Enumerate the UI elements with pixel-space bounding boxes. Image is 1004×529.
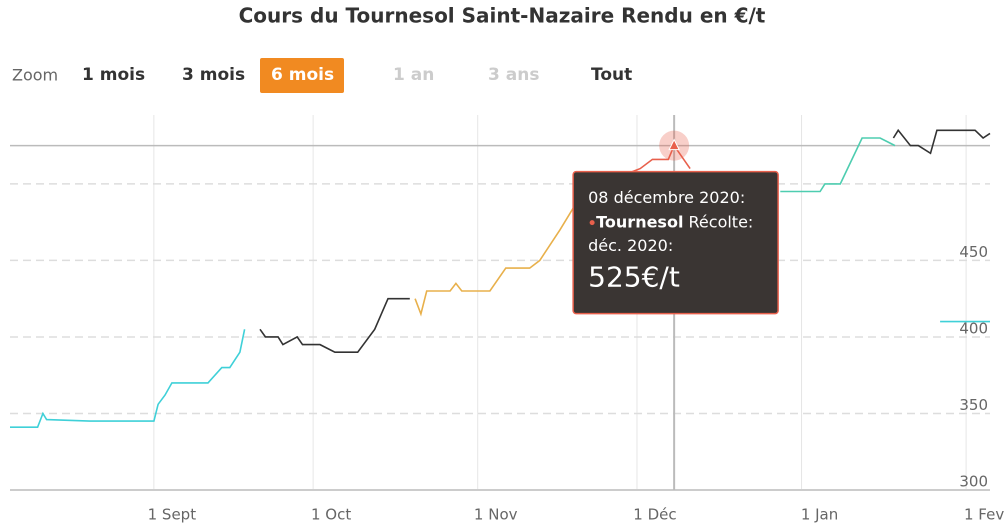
zoom-button-label: 1 an bbox=[393, 65, 434, 85]
tooltip-date: 08 décembre 2020: bbox=[588, 188, 745, 207]
zoom-button-bg bbox=[260, 58, 344, 93]
zoom-button[interactable]: Tout bbox=[591, 65, 632, 85]
x-tick-label: 1 Jan bbox=[801, 506, 838, 524]
chart-title: Cours du Tournesol Saint-Nazaire Rendu e… bbox=[239, 4, 766, 28]
x-tick-label: 1 Déc bbox=[633, 506, 676, 524]
hover-marker bbox=[668, 138, 680, 151]
x-tick-label: 1 Fev bbox=[964, 506, 1004, 524]
y-tick-label: 300 bbox=[959, 473, 988, 491]
zoom-button[interactable]: 1 mois bbox=[82, 65, 145, 85]
line-series bbox=[780, 137, 896, 193]
y-tick-label: 450 bbox=[959, 243, 988, 261]
tooltip-harvest: déc. 2020: bbox=[588, 236, 673, 255]
tooltip-box bbox=[572, 170, 779, 315]
tooltip-value: 525€/t bbox=[588, 261, 680, 294]
line-series bbox=[892, 128, 991, 155]
zoom-button-label: Tout bbox=[591, 65, 632, 85]
line-series bbox=[259, 297, 410, 353]
tooltip-series-line: Tournesol Récolte: bbox=[596, 212, 753, 231]
y-tick-label: 350 bbox=[959, 396, 988, 414]
y-tick-label: 400 bbox=[959, 319, 988, 337]
tooltip: 08 décembre 2020: Tournesol Récolte: déc. … bbox=[572, 170, 779, 315]
x-tick-label: 1 Sept bbox=[148, 506, 197, 524]
x-tick-label: 1 Oct bbox=[311, 506, 351, 524]
zoom-button: 1 an bbox=[393, 65, 434, 85]
zoom-button[interactable]: 3 mois bbox=[182, 65, 245, 85]
zoom-button-label: 3 mois bbox=[182, 65, 245, 85]
line-series bbox=[414, 204, 576, 317]
zoom-label: Zoom bbox=[12, 66, 58, 85]
line-series bbox=[10, 329, 246, 428]
tooltip-series: Tournesol bbox=[596, 212, 683, 231]
zoom-button: 3 ans bbox=[488, 65, 539, 85]
tooltip-label: Récolte: bbox=[689, 212, 754, 231]
zoom-button-label: 1 mois bbox=[82, 65, 145, 85]
tooltip-bullet bbox=[589, 220, 595, 226]
x-tick-label: 1 Nov bbox=[474, 506, 518, 524]
zoom-button-label: 6 mois bbox=[271, 65, 334, 85]
zoom-button[interactable]: 6 mois bbox=[260, 58, 344, 93]
zoom-button-label: 3 ans bbox=[488, 65, 539, 85]
